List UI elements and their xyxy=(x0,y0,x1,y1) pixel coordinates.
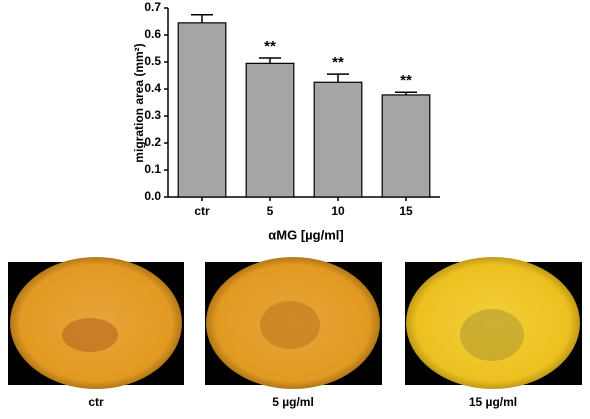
significance-label: ** xyxy=(400,72,412,89)
y-tick-label: 0.5 xyxy=(144,54,161,68)
significance-label: ** xyxy=(264,38,276,55)
y-tick-label: 0.2 xyxy=(144,135,161,149)
x-tick-label: 5 xyxy=(267,204,274,218)
y-axis-label: migration area (mm²) xyxy=(132,43,146,162)
bar xyxy=(245,62,295,198)
x-tick-label: ctr xyxy=(194,204,210,218)
y-tick-label: 0.1 xyxy=(144,162,161,176)
photo-caption: 5 µg/ml xyxy=(272,395,314,409)
y-tick-label: 0.0 xyxy=(144,189,161,203)
y-tick-label: 0.7 xyxy=(144,0,161,14)
bar xyxy=(177,22,227,198)
significance-label: ** xyxy=(332,54,344,71)
y-tick-label: 0.3 xyxy=(144,108,161,122)
photo-5 xyxy=(205,257,382,389)
bar xyxy=(381,94,431,198)
x-tick-label: 15 xyxy=(399,204,413,218)
photo-caption: ctr xyxy=(88,395,104,409)
x-axis-label: αMG [µg/ml] xyxy=(268,227,343,242)
y-tick-label: 0.4 xyxy=(144,81,161,95)
photo-caption: 15 µg/ml xyxy=(469,395,517,409)
bar xyxy=(313,81,363,198)
x-tick-label: 10 xyxy=(331,204,345,218)
photo-ctr xyxy=(8,257,184,389)
y-tick-label: 0.6 xyxy=(144,27,161,41)
photo-15 xyxy=(405,257,582,389)
